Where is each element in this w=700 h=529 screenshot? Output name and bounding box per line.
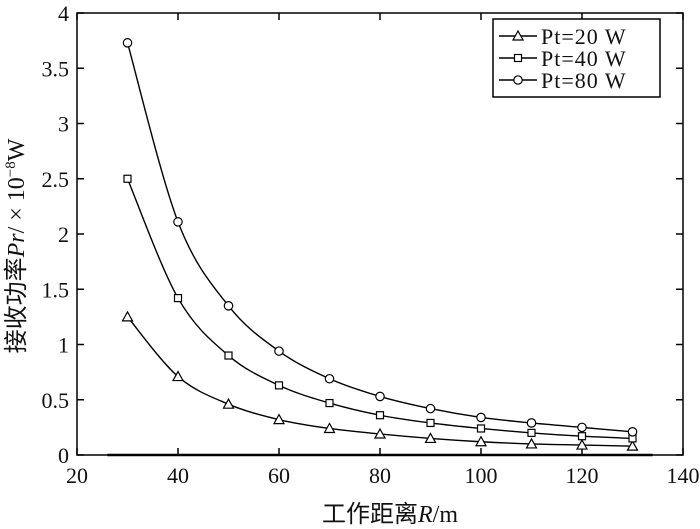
- data-point-circle: [526, 418, 537, 428]
- data-point-triangle: [474, 435, 488, 447]
- y-tick-label: 4: [58, 1, 69, 26]
- x-axis-title-unit: /m: [433, 502, 459, 528]
- data-point-square: [527, 428, 536, 437]
- x-tick-label: 80: [369, 463, 391, 488]
- data-point-square: [426, 418, 435, 428]
- data-point-circle: [425, 403, 436, 414]
- data-point-triangle: [626, 439, 639, 451]
- data-point-square: [274, 381, 284, 390]
- data-point-triangle: [171, 370, 185, 382]
- data-point-square: [375, 411, 385, 420]
- y-axis-ticks: 0 0.5 1 1.5 2 2.5 3 3.5 4: [42, 1, 683, 468]
- y-tick-label: 1.5: [42, 277, 70, 302]
- data-point-square: [224, 351, 233, 360]
- x-axis-ticks: 20 40 60 80 100 120 140: [66, 13, 700, 488]
- x-tick-label: 100: [465, 463, 498, 488]
- series-circle: [122, 38, 638, 437]
- y-tick-label: 0: [58, 443, 69, 468]
- y-tick-label: 3: [58, 112, 69, 137]
- data-point-circle: [627, 426, 638, 437]
- x-tick-label: 20: [66, 463, 88, 488]
- data-point-circle: [324, 373, 335, 384]
- y-axis-title-var: Pr: [4, 233, 30, 259]
- legend-entry: Pt=20 W: [499, 24, 627, 49]
- data-point-circle: [223, 301, 234, 311]
- data-point-triangle: [373, 427, 387, 439]
- series-square: [123, 174, 637, 443]
- y-tick-label: 3.5: [42, 56, 70, 81]
- y-axis-title-unit-end: W: [4, 138, 30, 161]
- legend-label: Pt=40 W: [541, 46, 627, 71]
- legend-marker-triangle: [511, 29, 525, 41]
- data-point-triangle: [424, 432, 437, 444]
- y-axis-title-unit: / × 10: [4, 177, 30, 233]
- data-point-square: [123, 174, 132, 183]
- data-point-circle: [122, 38, 133, 48]
- data-point-triangle: [222, 397, 235, 409]
- y-axis-title: 接收功率Pr/ × 10−8W: [2, 138, 30, 353]
- legend-entry: Pt=40 W: [499, 46, 627, 71]
- y-axis-title-exponent: −8: [3, 161, 19, 177]
- y-tick-label: 1: [58, 333, 69, 358]
- x-axis-title-main: 工作距离: [322, 500, 418, 528]
- legend: Pt=20 WPt=40 WPt=80 W: [492, 18, 661, 98]
- data-point-circle: [476, 412, 486, 423]
- x-tick-label: 60: [268, 463, 290, 488]
- series-line: [126, 42, 633, 433]
- series-line: [126, 178, 633, 440]
- x-tick-label: 120: [566, 463, 599, 488]
- legend-entry: Pt=80 W: [499, 68, 627, 93]
- y-axis-title-main: 接收功率: [2, 257, 30, 353]
- x-axis-title-var: R: [417, 502, 433, 528]
- data-point-circle: [173, 217, 183, 227]
- y-tick-label: 2: [58, 222, 69, 247]
- data-point-square: [476, 424, 486, 433]
- legend-marker-square: [513, 53, 523, 63]
- series-triangle: [121, 310, 639, 451]
- y-tick-label: 2.5: [42, 167, 70, 192]
- x-tick-label: 40: [167, 463, 189, 488]
- data-point-circle: [577, 422, 587, 433]
- data-point-square: [577, 432, 587, 441]
- x-axis-title: 工作距离R/m: [322, 500, 458, 528]
- legend-label: Pt=20 W: [541, 24, 627, 49]
- series-line: [126, 316, 633, 447]
- series-layer: [121, 38, 639, 451]
- legend-marker-circle: [513, 75, 523, 85]
- data-point-triangle: [323, 422, 336, 434]
- data-point-triangle: [525, 437, 538, 449]
- data-point-square: [173, 293, 183, 303]
- y-tick-label: 0.5: [42, 388, 70, 413]
- data-point-triangle: [121, 310, 134, 322]
- data-point-circle: [274, 346, 284, 356]
- x-tick-label: 140: [667, 463, 700, 488]
- data-point-triangle: [272, 413, 286, 425]
- legend-label: Pt=80 W: [541, 68, 627, 93]
- data-point-circle: [375, 391, 385, 402]
- data-point-triangle: [575, 438, 589, 450]
- data-point-square: [325, 398, 334, 408]
